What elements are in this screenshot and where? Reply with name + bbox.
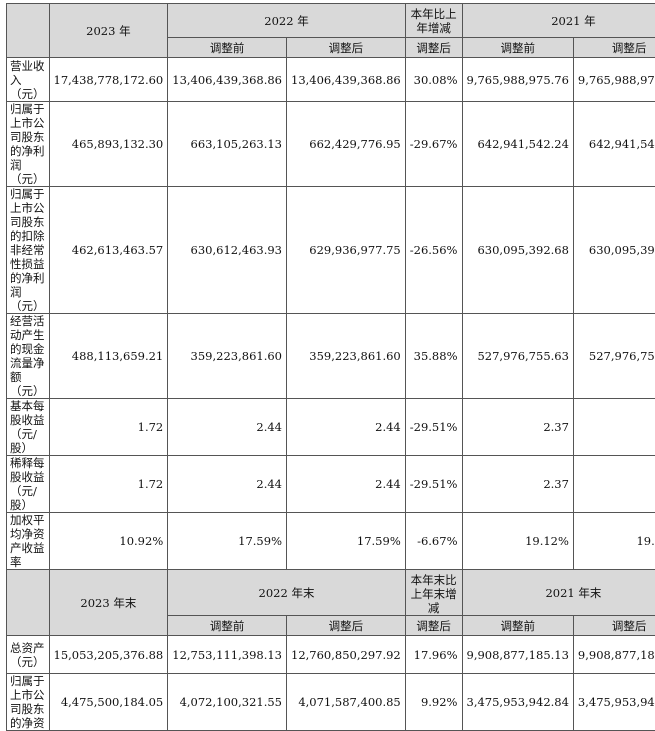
row-label: 归属于上市公司股东的净资 — [7, 674, 50, 731]
cell: 3,475,953,942.84 — [462, 674, 573, 731]
col-2021-before: 调整前 — [462, 38, 573, 58]
table-row: 营业收入（元） 17,438,778,172.60 13,406,439,368… — [7, 58, 655, 102]
header-corner-2 — [7, 570, 50, 636]
col-2022: 2022 年 — [168, 4, 406, 38]
cell: 663,105,263.13 — [168, 102, 287, 187]
financial-table: 2023 年 2022 年 本年比上年增减 2021 年 调整前 调整后 调整后… — [6, 3, 655, 731]
cell: 17,438,778,172.60 — [49, 58, 168, 102]
cell: 2.44 — [287, 456, 406, 513]
cell: 17.59% — [168, 513, 287, 570]
row-label: 加权平均净资产收益率 — [7, 513, 50, 570]
cell: 9,908,877,185.13 — [462, 636, 573, 674]
cell: 2.37 — [573, 399, 655, 456]
row-label: 经营活动产生的现金流量净额（元） — [7, 314, 50, 399]
cell: 12,753,111,398.13 — [168, 636, 287, 674]
cell: 12,760,850,297.92 — [287, 636, 406, 674]
cell: 15,053,205,376.88 — [49, 636, 168, 674]
col-2021-end-after: 调整后 — [573, 616, 655, 636]
cell: 630,095,392.68 — [462, 187, 573, 314]
table-row: 归属于上市公司股东的净资 4,475,500,184.05 4,072,100,… — [7, 674, 655, 731]
cell: 2.37 — [462, 399, 573, 456]
cell: 465,893,132.30 — [49, 102, 168, 187]
row-label: 总资产（元） — [7, 636, 50, 674]
cell: 9,765,988,975.76 — [573, 58, 655, 102]
col-change-end: 本年末比上年末增减 — [405, 570, 462, 616]
cell: 10.92% — [49, 513, 168, 570]
table-row: 稀释每股收益（元/股） 1.72 2.44 2.44 -29.51% 2.37 … — [7, 456, 655, 513]
cell: 13,406,439,368.86 — [287, 58, 406, 102]
col-2022-end: 2022 年末 — [168, 570, 406, 616]
cell: 9.92% — [405, 674, 462, 731]
cell: 9,908,877,185.13 — [573, 636, 655, 674]
table-row: 归属于上市公司股东的扣除非经常性损益的净利润（元） 462,613,463.57… — [7, 187, 655, 314]
row-label: 基本每股收益（元/股） — [7, 399, 50, 456]
table-row: 经营活动产生的现金流量净额（元） 488,113,659.21 359,223,… — [7, 314, 655, 399]
cell: 35.88% — [405, 314, 462, 399]
cell: 2.37 — [462, 456, 573, 513]
cell: 4,475,500,184.05 — [49, 674, 168, 731]
col-2023-end: 2023 年末 — [49, 570, 168, 636]
cell: -26.56% — [405, 187, 462, 314]
col-2021-end-before: 调整前 — [462, 616, 573, 636]
cell: 17.96% — [405, 636, 462, 674]
cell: 662,429,776.95 — [287, 102, 406, 187]
col-2022-before: 调整前 — [168, 38, 287, 58]
row-label: 营业收入（元） — [7, 58, 50, 102]
cell: -29.51% — [405, 399, 462, 456]
table-row: 基本每股收益（元/股） 1.72 2.44 2.44 -29.51% 2.37 … — [7, 399, 655, 456]
cell: 17.59% — [287, 513, 406, 570]
cell: 3,475,953,942.84 — [573, 674, 655, 731]
col-2023: 2023 年 — [49, 4, 168, 58]
cell: 2.44 — [287, 399, 406, 456]
row-label: 稀释每股收益（元/股） — [7, 456, 50, 513]
cell: 2.37 — [573, 456, 655, 513]
cell: 19.12% — [573, 513, 655, 570]
cell: 1.72 — [49, 399, 168, 456]
header-corner — [7, 4, 50, 58]
cell: 13,406,439,368.86 — [168, 58, 287, 102]
cell: 527,976,755.63 — [573, 314, 655, 399]
row-label: 归属于上市公司股东的扣除非经常性损益的净利润（元） — [7, 187, 50, 314]
cell: 359,223,861.60 — [168, 314, 287, 399]
col-change-end-after: 调整后 — [405, 616, 462, 636]
cell: 2.44 — [168, 399, 287, 456]
cell: 642,941,542.24 — [462, 102, 573, 187]
col-change: 本年比上年增减 — [405, 4, 462, 38]
cell: 527,976,755.63 — [462, 314, 573, 399]
cell: 9,765,988,975.76 — [462, 58, 573, 102]
table-row: 总资产（元） 15,053,205,376.88 12,753,111,398.… — [7, 636, 655, 674]
cell: 359,223,861.60 — [287, 314, 406, 399]
cell: -29.51% — [405, 456, 462, 513]
col-2022-end-before: 调整前 — [168, 616, 287, 636]
cell: 4,072,100,321.55 — [168, 674, 287, 731]
cell: 462,613,463.57 — [49, 187, 168, 314]
table-row: 加权平均净资产收益率 10.92% 17.59% 17.59% -6.67% 1… — [7, 513, 655, 570]
cell: 630,095,392.68 — [573, 187, 655, 314]
cell: 630,612,463.93 — [168, 187, 287, 314]
table-row: 归属于上市公司股东的净利润（元） 465,893,132.30 663,105,… — [7, 102, 655, 187]
cell: 488,113,659.21 — [49, 314, 168, 399]
cell: 19.12% — [462, 513, 573, 570]
col-2021: 2021 年 — [462, 4, 655, 38]
col-2021-after: 调整后 — [573, 38, 655, 58]
cell: 4,071,587,400.85 — [287, 674, 406, 731]
cell: 629,936,977.75 — [287, 187, 406, 314]
cell: 2.44 — [168, 456, 287, 513]
cell: 1.72 — [49, 456, 168, 513]
col-2022-end-after: 调整后 — [287, 616, 406, 636]
cell: 642,941,542.24 — [573, 102, 655, 187]
col-2022-after: 调整后 — [287, 38, 406, 58]
cell: -29.67% — [405, 102, 462, 187]
cell: 30.08% — [405, 58, 462, 102]
row-label: 归属于上市公司股东的净利润（元） — [7, 102, 50, 187]
col-change-after: 调整后 — [405, 38, 462, 58]
col-2021-end: 2021 年末 — [462, 570, 655, 616]
cell: -6.67% — [405, 513, 462, 570]
